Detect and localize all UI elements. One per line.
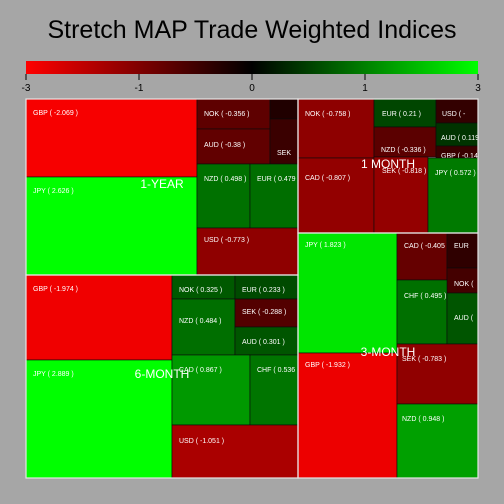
treemap-cell [396,232,448,281]
treemap-group-label: 1-YEAR [140,177,184,191]
color-legend-bar [26,61,478,74]
treemap-cell [396,279,448,345]
treemap-cell-label: JPY ( 0.572 ) [435,170,476,177]
treemap-cell-label: EUR [454,243,469,250]
legend-tick-label: 1 [362,83,368,94]
treemap-cell [171,274,236,300]
treemap-cell-label: GBP ( -0.14 [441,153,478,160]
treemap-cell [234,298,299,328]
treemap-cell [196,98,271,130]
treemap-cell-label: EUR ( 0.479 [257,176,296,183]
treemap-cell [196,227,299,276]
treemap-cell-label: NOK ( [454,281,474,288]
treemap-cell [396,403,479,479]
treemap-cell [446,232,479,269]
treemap-cell [249,163,299,229]
treemap-cell [234,274,299,300]
treemap-cell [171,424,299,479]
treemap-cell [196,128,271,165]
treemap-cell-label: NZD ( -0.336 ) [381,147,426,154]
treemap-cell-label: SEK ( -0.818 ) [382,168,426,175]
treemap-cell-label: AUD ( [454,315,474,322]
treemap-cell [373,156,429,234]
treemap-cell [25,98,198,178]
treemap-cell-label: CHF ( 0.536 [257,367,295,374]
treemap-cell-label: CAD ( -0.807 ) [305,175,350,182]
legend-tick-label: -1 [135,83,144,94]
treemap-cell-label: USD ( - [442,111,466,118]
treemap-cell [297,98,375,159]
treemap-cell [249,354,299,426]
treemap-cell [171,354,251,426]
treemap-cell [25,274,173,361]
treemap-cell-label: USD ( -1.051 ) [179,438,224,445]
treemap-cell [269,98,299,120]
treemap-cell-label: AUD ( 0.119 [441,135,479,142]
treemap-cell [396,343,479,405]
treemap-cell-label: EUR ( 0.21 ) [382,111,421,118]
treemap-cell-label: EUR ( 0.233 ) [242,287,285,294]
color-legend: -3 -1 0 1 3 [22,61,481,94]
treemap-cell-label: GBP ( -1.974 ) [33,286,78,293]
treemap-cell-label: AUD ( -0.38 ) [204,142,245,149]
treemap-cell-label: JPY ( 1.823 ) [305,242,346,249]
treemap-cell [171,298,236,356]
treemap-cell-label: SEK [277,150,291,157]
treemap-group-label: 3-MONTH [361,345,416,359]
treemap-cell-label: CHF ( 0.495 ) [404,293,446,300]
treemap-cell-label: AUD ( 0.301 ) [242,339,285,346]
treemap-cell-label: GBP ( -1.932 ) [305,362,350,369]
treemap-cell-label: JPY ( 2.626 ) [33,188,74,195]
chart-title: Stretch MAP Trade Weighted Indices [47,16,457,44]
treemap-group-border [297,232,479,479]
legend-tick-label: -3 [22,83,31,94]
treemap-cell [25,176,198,276]
treemap-cell [427,157,479,234]
treemap-cell-label: JPY ( 2.889 ) [33,371,74,378]
treemap-cell [269,118,299,165]
treemap-cell-label: NOK ( -0.356 ) [204,111,250,118]
treemap-cell-label: USD ( -0.773 ) [204,237,249,244]
treemap-cell-label: GBP ( -2.069 ) [33,110,78,117]
treemap-cell-label: NZD ( 0.948 ) [402,416,444,423]
treemap-cell [297,232,398,354]
treemap-cell-label: CAD ( 0.867 ) [179,367,222,374]
treemap-cell [196,163,251,229]
treemap-group-label: 1 MONTH [361,157,415,171]
treemap-cell-label: NZD ( 0.484 ) [179,318,221,325]
legend-tick-label: 0 [249,83,255,94]
treemap-cell-label: CAD ( -0.405 [404,243,445,250]
treemap-cell-label: NZD ( 0.498 ) [204,176,246,183]
treemap-cell [297,352,398,479]
treemap-cell [25,359,173,479]
treemap-cell [297,157,375,234]
treemap-cell-label: NOK ( -0.758 ) [305,111,351,118]
treemap-cell-label: SEK ( -0.288 ) [242,309,286,316]
treemap-cell-label: NOK ( 0.325 ) [179,287,222,294]
treemap-cell-label: SEK ( -0.783 ) [402,356,446,363]
treemap-group-label: 6-MONTH [135,367,190,381]
legend-tick-label: 3 [475,83,481,94]
treemap-cell [234,326,299,356]
